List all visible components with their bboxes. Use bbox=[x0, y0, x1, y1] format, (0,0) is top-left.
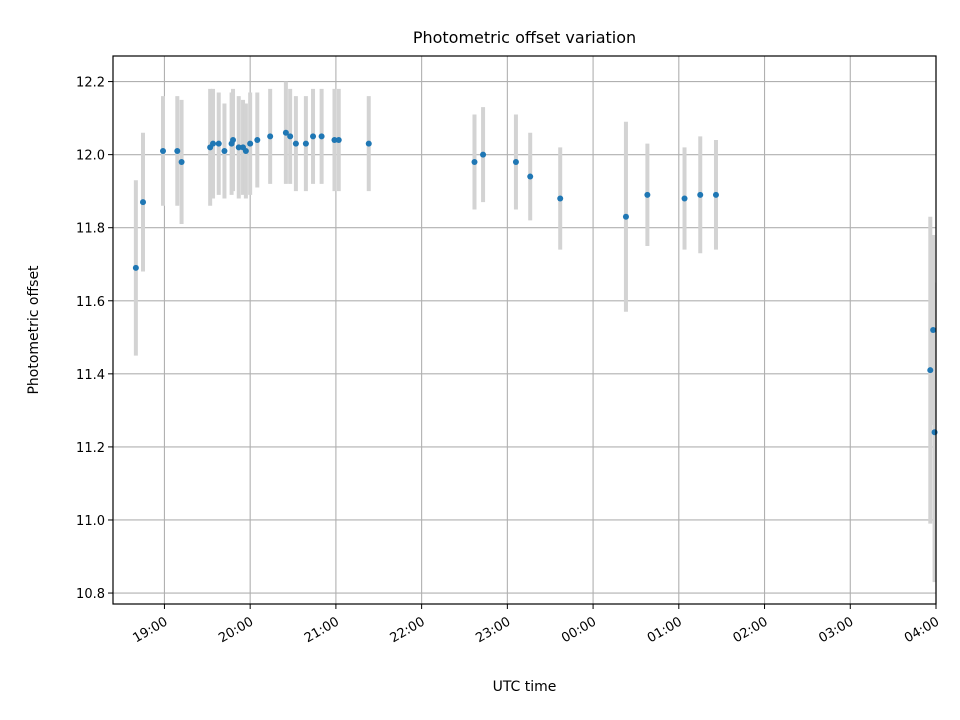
data-point bbox=[287, 133, 294, 140]
plot-frame bbox=[112, 55, 937, 605]
grid-layer bbox=[113, 56, 937, 604]
data-point bbox=[242, 147, 249, 154]
data-point bbox=[302, 140, 309, 147]
data-point bbox=[365, 140, 372, 147]
data-point bbox=[215, 140, 222, 147]
data-point bbox=[480, 151, 487, 158]
data-point bbox=[681, 195, 688, 202]
data-point bbox=[140, 199, 147, 206]
y-tick-label: 11.0 bbox=[76, 514, 105, 529]
data-point bbox=[178, 158, 185, 165]
data-point bbox=[622, 213, 629, 220]
data-point bbox=[512, 158, 519, 165]
data-point bbox=[927, 367, 934, 374]
y-tick-label: 12.2 bbox=[76, 76, 105, 91]
data-point bbox=[282, 129, 289, 136]
data-point bbox=[712, 191, 719, 198]
data-point bbox=[471, 158, 478, 165]
data-point bbox=[318, 133, 325, 140]
y-axis-label: Photometric offset bbox=[26, 265, 42, 395]
data-point bbox=[930, 327, 937, 333]
data-point bbox=[557, 195, 564, 202]
data-point bbox=[310, 133, 317, 140]
y-tick-label: 11.6 bbox=[76, 295, 105, 310]
chart-title: Photometric offset variation bbox=[413, 28, 636, 47]
y-axis-ticks: 10.8 11.0 11.2 11.4 11.6 11.8 12.0 12.2 bbox=[76, 76, 113, 602]
data-point bbox=[331, 137, 338, 144]
data-point bbox=[230, 137, 237, 144]
data-point bbox=[247, 140, 254, 147]
data-point bbox=[292, 140, 299, 147]
data-point bbox=[221, 147, 228, 154]
data-point bbox=[644, 191, 651, 198]
x-axis-label: UTC time bbox=[493, 679, 557, 695]
y-tick-label: 10.8 bbox=[76, 587, 105, 602]
y-tick-label: 11.2 bbox=[76, 441, 105, 456]
data-point bbox=[931, 429, 938, 436]
y-tick-label: 11.8 bbox=[76, 222, 105, 237]
data-point bbox=[160, 147, 167, 154]
data-point bbox=[267, 133, 274, 140]
data-point bbox=[235, 144, 242, 151]
point-layer bbox=[132, 129, 938, 436]
data-point bbox=[335, 137, 342, 144]
data-point bbox=[132, 264, 139, 271]
y-tick-label: 12.0 bbox=[76, 149, 105, 164]
data-point bbox=[527, 173, 534, 180]
data-point bbox=[697, 191, 704, 198]
data-point bbox=[210, 140, 217, 147]
y-tick-label: 11.4 bbox=[76, 368, 105, 383]
data-point bbox=[174, 147, 181, 154]
data-point bbox=[254, 137, 261, 144]
